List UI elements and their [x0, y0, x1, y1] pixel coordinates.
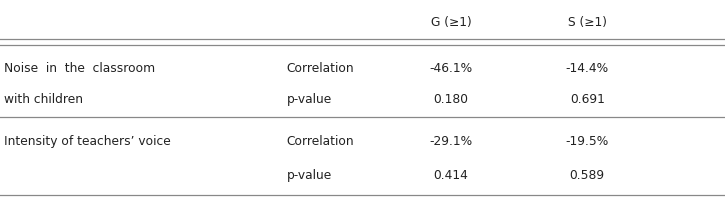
Text: G (≥1): G (≥1)	[431, 16, 471, 29]
Text: 0.589: 0.589	[570, 169, 605, 182]
Text: Intensity of teachers’ voice: Intensity of teachers’ voice	[4, 135, 170, 148]
Text: 0.180: 0.180	[434, 94, 468, 106]
Text: Noise  in  the  classroom: Noise in the classroom	[4, 62, 154, 75]
Text: -29.1%: -29.1%	[429, 135, 473, 148]
Text: with children: with children	[4, 94, 83, 106]
Text: Correlation: Correlation	[286, 135, 354, 148]
Text: -14.4%: -14.4%	[566, 62, 609, 75]
Text: Correlation: Correlation	[286, 62, 354, 75]
Text: p-value: p-value	[286, 169, 331, 182]
Text: -19.5%: -19.5%	[566, 135, 609, 148]
Text: p-value: p-value	[286, 94, 331, 106]
Text: 0.691: 0.691	[570, 94, 605, 106]
Text: 0.414: 0.414	[434, 169, 468, 182]
Text: S (≥1): S (≥1)	[568, 16, 607, 29]
Text: -46.1%: -46.1%	[429, 62, 473, 75]
